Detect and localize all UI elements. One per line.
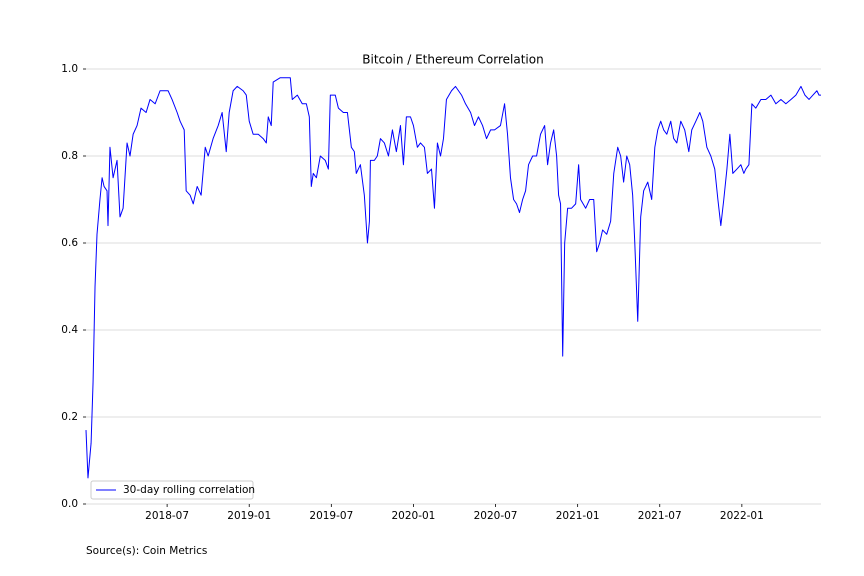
x-tick-label: 2020-07 [474, 510, 518, 522]
legend-label: 30-day rolling correlation [123, 484, 255, 496]
source-note: Source(s): Coin Metrics [86, 545, 207, 557]
y-tick-label: 0.8 [61, 150, 78, 162]
y-tick-label: 0.0 [61, 498, 78, 510]
y-tick-label: 0.4 [61, 324, 78, 336]
y-tick-label: 1.0 [61, 63, 78, 75]
legend-box [90, 480, 254, 500]
x-tick-label: 2019-01 [227, 510, 271, 522]
x-tick-label: 2018-07 [145, 510, 189, 522]
legend: 30-day rolling correlation [90, 480, 255, 500]
x-tick-label: 2021-01 [556, 510, 600, 522]
x-tick-label: 2022-01 [720, 510, 764, 522]
y-tick-label: 0.2 [61, 411, 78, 423]
x-tick-label: 2020-01 [391, 510, 435, 522]
y-tick-label: 0.6 [61, 237, 78, 249]
chart-title: Bitcoin / Ethereum Correlation [362, 53, 543, 67]
data-line [85, 77, 821, 479]
x-tick-label: 2021-07 [638, 510, 682, 522]
x-tick-label: 2019-07 [309, 510, 353, 522]
